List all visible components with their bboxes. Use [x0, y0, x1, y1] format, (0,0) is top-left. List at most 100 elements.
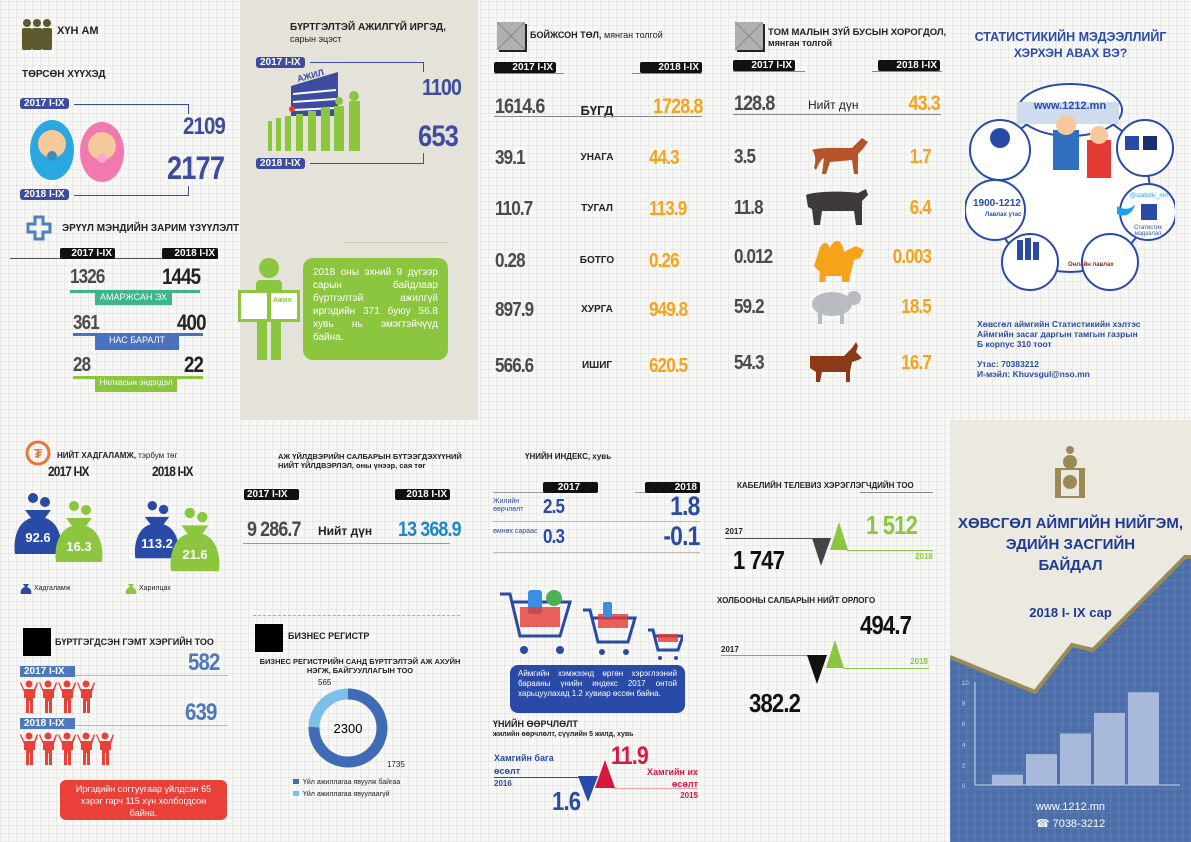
max-growth-year: 2015	[680, 791, 698, 800]
person-icon	[39, 732, 57, 765]
business-subtitle: БИЗНЕС РЕГИСТРИЙН САНД БҮРТГЭЛТЭЙ АЖ АХУ…	[240, 657, 480, 675]
young-2-label: ТУГАЛ	[581, 203, 613, 214]
telephone-icon: ☎	[1035, 818, 1053, 830]
young-4-2017: 897.9	[495, 299, 534, 321]
placeholder-image-icon	[496, 21, 526, 51]
loss-total-label: Нийт дүн	[808, 98, 859, 112]
price-row1-label: Жилийн өөрчлөлт	[493, 498, 524, 513]
cover-title-line: ХӨВСГӨЛ АЙМГИЙН НИЙГЭМ,	[957, 515, 1184, 532]
telecom-2018-value: 494.7	[860, 610, 912, 640]
loss-sheep-2017: 59.2	[734, 296, 765, 318]
health-mothers-label: АМАРЖСАН ЭХ	[95, 290, 172, 305]
shopping-carts-illustration	[500, 590, 683, 660]
address-line: Б корпус 310 тоот	[977, 339, 1052, 349]
livestock-loss-title: ТОМ МАЛЫН ЗҮЙ БУСЫН ХОРОГДОЛ,	[768, 27, 947, 38]
min-growth-label: Хамгийн бага өсөлт	[494, 753, 554, 776]
active-count-label: 1735	[387, 760, 405, 769]
industry-col-2018: 2018 I-IX	[395, 489, 450, 500]
births-2017-value: 2109	[183, 113, 226, 140]
howto-social: @statistic_mn	[1130, 193, 1168, 199]
price-index-note: Аймгийн хэмжээнд өргөн хэрэглээний бараа…	[510, 665, 685, 713]
cover-bar	[1128, 692, 1159, 785]
young-livestock-unit: мянган толгой	[603, 30, 663, 40]
births-2017-label: 2017 I-IX	[20, 98, 69, 109]
min-growth-year: 2016	[494, 779, 512, 788]
loss-horse-2017: 3.5	[734, 146, 756, 168]
young-1-2018: 44.3	[649, 147, 680, 169]
health-col-2017: 2017 I-IX	[60, 248, 115, 259]
young-3-2018: 0.26	[649, 250, 680, 272]
health-col-2018: 2018 I-IX	[162, 248, 218, 259]
population-title: ХҮН АМ	[57, 25, 99, 37]
crime-2018-label: 2018 I-IX	[20, 718, 75, 729]
young-3-label: БОТГО	[579, 255, 615, 266]
legend-inactive: Үйл ажиллагаа явуулаагүй	[303, 791, 390, 798]
industry-col-2017: 2017 I-IX	[244, 489, 299, 500]
savings-title: НИЙТ ХАДГАЛАМЖ,	[57, 451, 136, 460]
person-icon	[58, 732, 76, 765]
unemployed-subtitle: сарын эцэст	[290, 34, 342, 44]
cover-bar	[1060, 733, 1091, 785]
cover-ytick: 2	[962, 763, 966, 769]
up-triangle-icon	[595, 760, 615, 788]
max-growth-label: Хамгийн их өсөлт	[647, 767, 698, 789]
savings-unit: тэрбум төг	[138, 451, 178, 460]
young-0-2018: 1728.8	[653, 95, 703, 118]
money-bag-icon	[14, 493, 62, 554]
min-growth-value: 1.6	[552, 786, 581, 816]
price-row1-2017: 2.5	[543, 496, 565, 518]
young-2-2017: 110.7	[495, 198, 533, 220]
cover-ytick: 6	[962, 722, 966, 728]
unemployed-2017-label: 2017 I-IX	[256, 57, 305, 68]
cover-ytick: 8	[962, 702, 966, 708]
max-growth-value: 11.9	[611, 742, 649, 770]
goat-icon	[810, 342, 862, 382]
unemployed-note: 2018 оны эхний 9 дүгээр сарын байдлаар б…	[303, 258, 448, 360]
young-2-2018: 113.9	[649, 198, 687, 220]
cable-2017-value: 1 747	[733, 545, 785, 575]
health-infant-label: Нялхасын эндэгдэл	[95, 376, 177, 392]
cover-ytick: 4	[962, 743, 966, 749]
loss-total-2017: 128.8	[734, 92, 775, 115]
donut-slice-inactive	[308, 688, 349, 728]
young-col-2018: 2018 I-IX	[640, 62, 702, 73]
address-line: Хөвсгөл аймгийн Статистикийн хэлтэс	[977, 319, 1141, 329]
business-title: БИЗНЕС РЕГИСТР	[288, 631, 370, 641]
young-0-2017: 1614.6	[495, 95, 545, 118]
up-triangle-icon	[830, 522, 848, 550]
births-2018-label: 2018 I-IX	[20, 189, 69, 200]
down-triangle-icon	[812, 538, 831, 566]
cable-tv-title: КАБЕЛИЙН ТЕЛЕВИЗ ХЭРЭГЛЭГЧДИЙН ТОО	[737, 481, 914, 490]
contact-email[interactable]: И-мэйл: Khuvsgul@nso.mn	[977, 369, 1090, 379]
camel-icon	[814, 241, 864, 282]
current-2017-value: 16.3	[66, 538, 92, 554]
crime-2017-value: 582	[188, 649, 220, 676]
industry-title-line: АЖ ҮЙЛДВЭРИЙН САЛБАРЫН БҮТЭЭГДЭХҮҮНИЙ	[278, 452, 462, 461]
cover-bar	[1094, 712, 1125, 785]
loss-cow-2018: 6.4	[909, 197, 932, 219]
howto-title-1: СТАТИСТИКИЙН МЭДЭЭЛЛИЙГ	[974, 30, 1167, 44]
crime-2018-value: 639	[185, 699, 217, 726]
person-icon	[20, 732, 38, 765]
person-icon	[58, 680, 76, 713]
howto-online: Онлайн лавлах	[1068, 262, 1114, 268]
loss-camel-2017: 0.012	[734, 246, 773, 268]
donut-slice-active	[308, 688, 388, 768]
young-4-label: ХУРГА	[581, 304, 613, 315]
current-2018-value: 21.6	[182, 546, 208, 562]
loss-camel-2018: 0.003	[892, 246, 932, 268]
price-index-title: ҮНИЙН ИНДЕКС, хувь	[525, 452, 612, 461]
price-change-subtitle: жилийн өөрчлөлт, сүүлийн 5 жилд, хувь	[493, 731, 634, 738]
person-icon	[77, 680, 95, 713]
contact-phone: Утас: 70383212	[977, 359, 1039, 369]
money-bag-icon	[170, 507, 220, 572]
cover-bar	[1026, 754, 1057, 785]
current-bag-icon	[125, 584, 137, 594]
loss-goat-2017: 54.3	[734, 352, 765, 374]
health-infant-2018: 22	[184, 352, 204, 377]
telecom-title: ХОЛБООНЫ САЛБАРЫН НИЙТ ОРЛОГО	[717, 596, 876, 605]
deposit-bag-icon	[20, 584, 32, 594]
cover-website[interactable]: www.1212.mn	[1035, 801, 1106, 813]
howto-website-link[interactable]: www.1212.mn	[1033, 100, 1107, 112]
person-icon	[39, 680, 57, 713]
